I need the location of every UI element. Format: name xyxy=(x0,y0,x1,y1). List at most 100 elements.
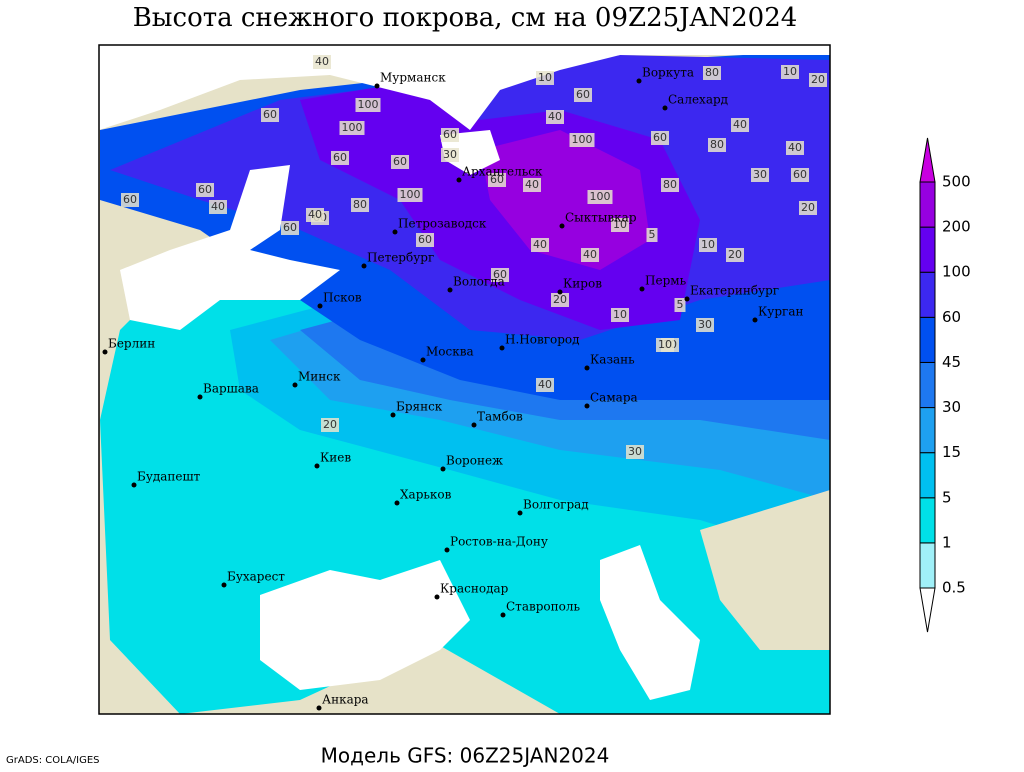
city-label: Салехард xyxy=(668,93,728,107)
contour-label-bg xyxy=(397,188,423,202)
contour-label-bg xyxy=(674,298,686,312)
contour-label: 60 xyxy=(443,128,457,141)
contour-label-bg xyxy=(696,318,714,332)
contour-label-bg xyxy=(731,118,749,132)
contour-label: 40 xyxy=(788,141,802,154)
legend-label: 200 xyxy=(942,218,971,236)
contour-label: 10 xyxy=(783,65,797,78)
city-dot xyxy=(557,289,563,295)
contour-label-bg xyxy=(339,121,365,135)
city-dot xyxy=(420,357,426,363)
contour-label: 60 xyxy=(123,193,137,206)
contour-label-bg xyxy=(536,71,554,85)
contour-label: 20 xyxy=(323,418,337,431)
legend-triangle xyxy=(919,137,936,183)
credit: GrADS: COLA/IGES xyxy=(6,755,100,766)
city-dot xyxy=(684,296,690,302)
city-dot xyxy=(636,78,642,84)
sea xyxy=(120,165,340,330)
contour-label-bg xyxy=(531,238,549,252)
contour-label-bg xyxy=(791,168,809,182)
city-label: Н.Новгород xyxy=(505,333,580,347)
city-label: Варшава xyxy=(203,382,259,396)
contour-label: 60 xyxy=(490,173,504,186)
city-dot xyxy=(456,177,462,183)
city-label: Киров xyxy=(563,277,602,291)
city-label: Тамбов xyxy=(477,410,523,424)
city-dot xyxy=(390,412,396,418)
contour-label-bg xyxy=(574,88,592,102)
contour-label-bg xyxy=(781,65,799,79)
city-dot xyxy=(102,349,108,355)
contour-label-bg xyxy=(416,233,434,247)
contour-label-bg xyxy=(313,55,331,69)
city-label: Ростов-на-Дону xyxy=(450,535,548,549)
city-label: Москва xyxy=(426,345,474,359)
contour-label-bg xyxy=(321,418,339,432)
city-label: Петербург xyxy=(367,251,434,265)
city-label: Воронеж xyxy=(446,454,503,468)
contour-label-bg xyxy=(726,248,744,262)
contour-label-bg xyxy=(281,221,299,235)
contour-label: 40 xyxy=(211,200,225,213)
sea xyxy=(99,45,830,130)
contour-label: 40 xyxy=(733,118,747,131)
contour-label: 10 xyxy=(613,308,627,321)
contour-label: 20 xyxy=(553,293,567,306)
contour-label: 60 xyxy=(393,155,407,168)
contour-label: 30 xyxy=(443,148,457,161)
legend-swatch xyxy=(919,361,936,409)
contour-label-bg xyxy=(546,110,564,124)
legend-triangle xyxy=(919,587,936,633)
city-label: Пермь xyxy=(645,274,687,288)
city-dot xyxy=(662,105,668,111)
legend-swatch xyxy=(919,497,936,544)
city-label: Анкара xyxy=(322,693,369,707)
contour-label: 80 xyxy=(705,66,719,79)
contour-label-bg xyxy=(708,138,726,152)
legend-label: 45 xyxy=(942,353,961,371)
contour-label: 100 xyxy=(358,98,379,111)
contour-label-bg xyxy=(799,201,817,215)
contour-label: 40 xyxy=(548,110,562,123)
city-dot xyxy=(471,422,477,428)
city-dot xyxy=(374,83,380,89)
contour-label-bg xyxy=(809,73,827,87)
legend-label: 5 xyxy=(942,488,952,506)
city-dot xyxy=(584,365,590,371)
city-label: Волгоград xyxy=(523,498,589,512)
city-dot xyxy=(639,286,645,292)
city-dot xyxy=(559,223,565,229)
city-label: Ставрополь xyxy=(506,600,580,614)
city-dot xyxy=(316,705,322,711)
contour-label: 40 xyxy=(315,55,329,68)
contour-label: 100 xyxy=(572,133,593,146)
legend-swatch xyxy=(919,316,936,363)
city-label: Сыктывкар xyxy=(565,211,637,225)
city-label: Бухарест xyxy=(227,570,285,584)
contour-label-bg xyxy=(331,151,349,165)
legend-label: 30 xyxy=(942,398,961,416)
city-label: Казань xyxy=(590,353,635,367)
contour-label-bg xyxy=(196,183,214,197)
city-dot xyxy=(314,463,320,469)
contour-label: 100 xyxy=(590,190,611,203)
contour-label: 60 xyxy=(283,221,297,234)
contour-label: 80 xyxy=(710,138,724,151)
city-dot xyxy=(292,382,298,388)
city-label: Петрозаводск xyxy=(398,217,487,231)
contour-label-bg xyxy=(651,131,669,145)
contour-label-bg xyxy=(786,141,804,155)
city-dot xyxy=(317,303,323,309)
contour-label: 80 xyxy=(663,178,677,191)
contour-label-bg xyxy=(661,178,679,192)
legend-swatch xyxy=(919,407,936,454)
city-label: Самара xyxy=(590,391,638,405)
contour-label: 30 xyxy=(698,318,712,331)
contour-label-bg xyxy=(611,218,629,232)
contour-label: 60 xyxy=(793,168,807,181)
legend-label: 0.5 xyxy=(942,579,966,597)
legend-swatch xyxy=(919,542,936,589)
